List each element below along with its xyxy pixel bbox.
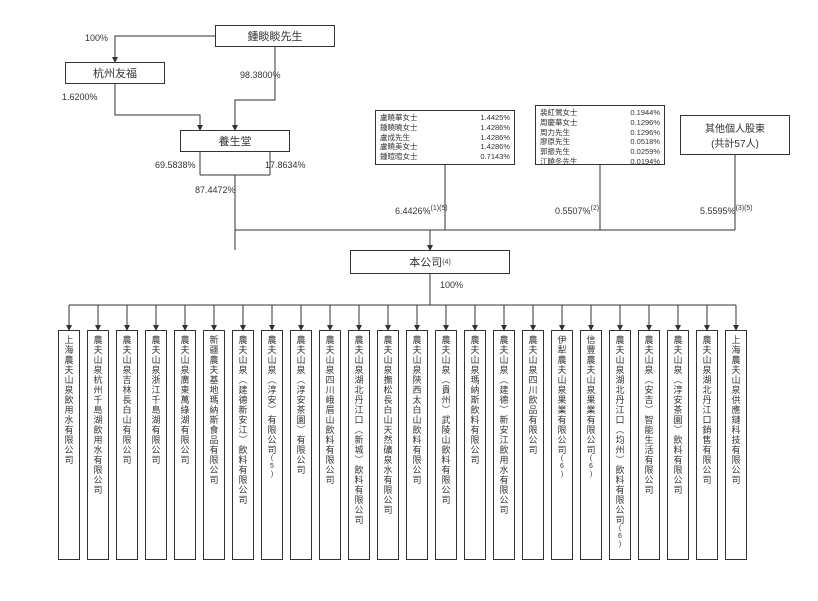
pct-100-subs: 100%: [440, 280, 463, 290]
subsidiary-box: 農夫山泉（淳安）有限公司(5): [261, 330, 283, 560]
shareholder-row: 廖原先生0.0518%: [540, 137, 660, 147]
subsidiary-box: 農夫山泉四川峨眉山飲料有限公司: [319, 330, 341, 560]
subsidiary-box: 農夫山泉湖北丹江口（新城）飲料有限公司: [348, 330, 370, 560]
subsidiary-box: 農夫山泉陝西太白山飲料有限公司: [406, 330, 428, 560]
company-note: (4): [442, 259, 451, 266]
subsidiary-box: 農夫山泉（建德新安江）飲料有限公司: [232, 330, 254, 560]
subsidiary-box: 農夫山泉杭州千島湖飲用水有限公司: [87, 330, 109, 560]
hangzhou-youfu-label: 杭州友福: [93, 65, 137, 81]
group2-box: 裴紅鶯女士0.1944%周慶華女士0.1296%周力先生0.1296%廖原先生0…: [535, 105, 665, 165]
subsidiary-box: 農夫山泉（貴州）武陵山飲料有限公司: [435, 330, 457, 560]
subsidiary-box: 農夫山泉撫松長白山天然礦泉水有限公司: [377, 330, 399, 560]
subsidiary-box: 農夫山泉湖北丹江口銷售有限公司: [696, 330, 718, 560]
pct-1-62: 1.6200%: [62, 92, 98, 102]
other-individuals-l2: (共計57人): [711, 135, 759, 150]
shareholder-row: 鍾曉曉女士1.4286%: [380, 123, 510, 133]
shareholder-row: 郭振先生0.0259%: [540, 147, 660, 157]
shareholder-row: 盧成先生1.4286%: [380, 133, 510, 143]
subsidiary-box: 農夫山泉（建德）新安江飲用水有限公司: [493, 330, 515, 560]
other-individuals-l1: 其他個人股東: [705, 120, 765, 135]
other-individuals-box: 其他個人股東 (共計57人): [680, 115, 790, 155]
shareholder-row: 周慶華女士0.1296%: [540, 118, 660, 128]
pct-69-58: 69.5838%: [155, 160, 196, 170]
pct-6-44: 6.4426%(1)(5): [395, 205, 448, 216]
company-label: 本公司: [409, 254, 442, 270]
shareholder-row: 盧曉美女士1.4286%: [380, 142, 510, 152]
shareholder-row: 鍾暄暄女士0.7143%: [380, 152, 510, 162]
subsidiary-box: 農夫山泉（淳安茶園）有限公司: [290, 330, 312, 560]
hangzhou-youfu-box: 杭州友福: [65, 62, 165, 84]
company-box: 本公司(4): [350, 250, 510, 274]
shareholder-row: 裴紅鶯女士0.1944%: [540, 108, 660, 118]
subsidiary-box: 伊犁農夫山泉果業有限公司(6): [551, 330, 573, 560]
yangshengtang-box: 養生堂: [180, 130, 290, 152]
pct-17-86: 17.8634%: [265, 160, 306, 170]
pct-5-56: 5.5595%(3)(5): [700, 205, 753, 216]
pct-0-55: 0.5507%(2): [555, 205, 599, 216]
pct-98-38: 98.3800%: [240, 70, 281, 80]
shareholder-row: 盧曉華女士1.4425%: [380, 113, 510, 123]
subsidiary-box: 農夫山泉廣東萬綠湖有限公司: [174, 330, 196, 560]
pct-100-youfu: 100%: [85, 33, 108, 43]
subsidiary-box: 農夫山泉（安吉）智能生活有限公司: [638, 330, 660, 560]
founder-box: 鍾睒睒先生: [215, 25, 335, 47]
subsidiary-box: 農夫山泉湖北丹江口（均州）飲料有限公司(6): [609, 330, 631, 560]
shareholder-row: 江曉冬先生0.0194%: [540, 157, 660, 167]
subsidiary-box: 信豐農夫山泉果業有限公司(6): [580, 330, 602, 560]
subsidiary-box: 上海農夫山泉飲用水有限公司: [58, 330, 80, 560]
shareholder-row: 周力先生0.1296%: [540, 128, 660, 138]
subsidiary-box: 農夫山泉瑪納斯飲料有限公司: [464, 330, 486, 560]
subsidiary-box: 農夫山泉四川飲品有限公司: [522, 330, 544, 560]
founder-label: 鍾睒睒先生: [248, 28, 303, 44]
subsidiary-box: 上海農夫山泉供應鏈科技有限公司: [725, 330, 747, 560]
subsidiary-box: 農夫山泉浙江千島湖有限公司: [145, 330, 167, 560]
subsidiary-box: 農夫山泉（淳安茶園）飲料有限公司: [667, 330, 689, 560]
subsidiary-box: 農夫山泉吉林長白山有限公司: [116, 330, 138, 560]
yangshengtang-label: 養生堂: [219, 133, 252, 149]
subsidiary-box: 新疆農夫基地瑪納斯食品有限公司: [203, 330, 225, 560]
group1-box: 盧曉華女士1.4425%鍾曉曉女士1.4286%盧成先生1.4286%盧曉美女士…: [375, 110, 515, 165]
pct-87-44: 87.4472%: [195, 185, 236, 195]
